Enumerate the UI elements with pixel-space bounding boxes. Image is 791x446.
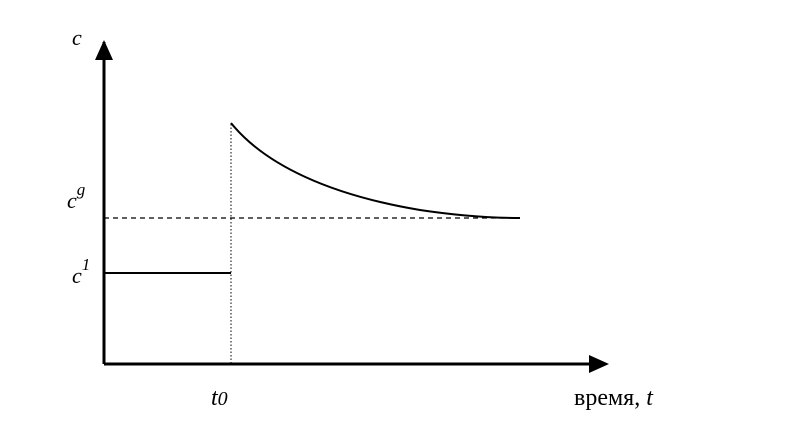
t0-label-subscript: 0 <box>218 388 228 410</box>
level-cg-label: cg <box>67 180 85 213</box>
y-axis-arrowhead <box>95 40 113 60</box>
level-c1-base: c <box>72 263 82 288</box>
y-axis-label: c <box>72 25 82 50</box>
decay-curve <box>230 122 521 219</box>
level-cg-base: c <box>67 188 77 213</box>
level-c1-superscript: 1 <box>82 255 91 274</box>
x-axis-arrowhead <box>589 355 609 373</box>
t0-label: t0 <box>211 385 228 411</box>
x-axis-label-separator: , <box>634 385 646 411</box>
t0-label-base: t <box>211 385 219 411</box>
x-axis-label-var: t <box>646 385 654 411</box>
level-cg-superscript: g <box>77 180 86 199</box>
level-c1-label: c1 <box>72 255 90 288</box>
x-axis-label: время, t <box>574 385 654 411</box>
x-axis-label-word: время <box>574 385 634 411</box>
